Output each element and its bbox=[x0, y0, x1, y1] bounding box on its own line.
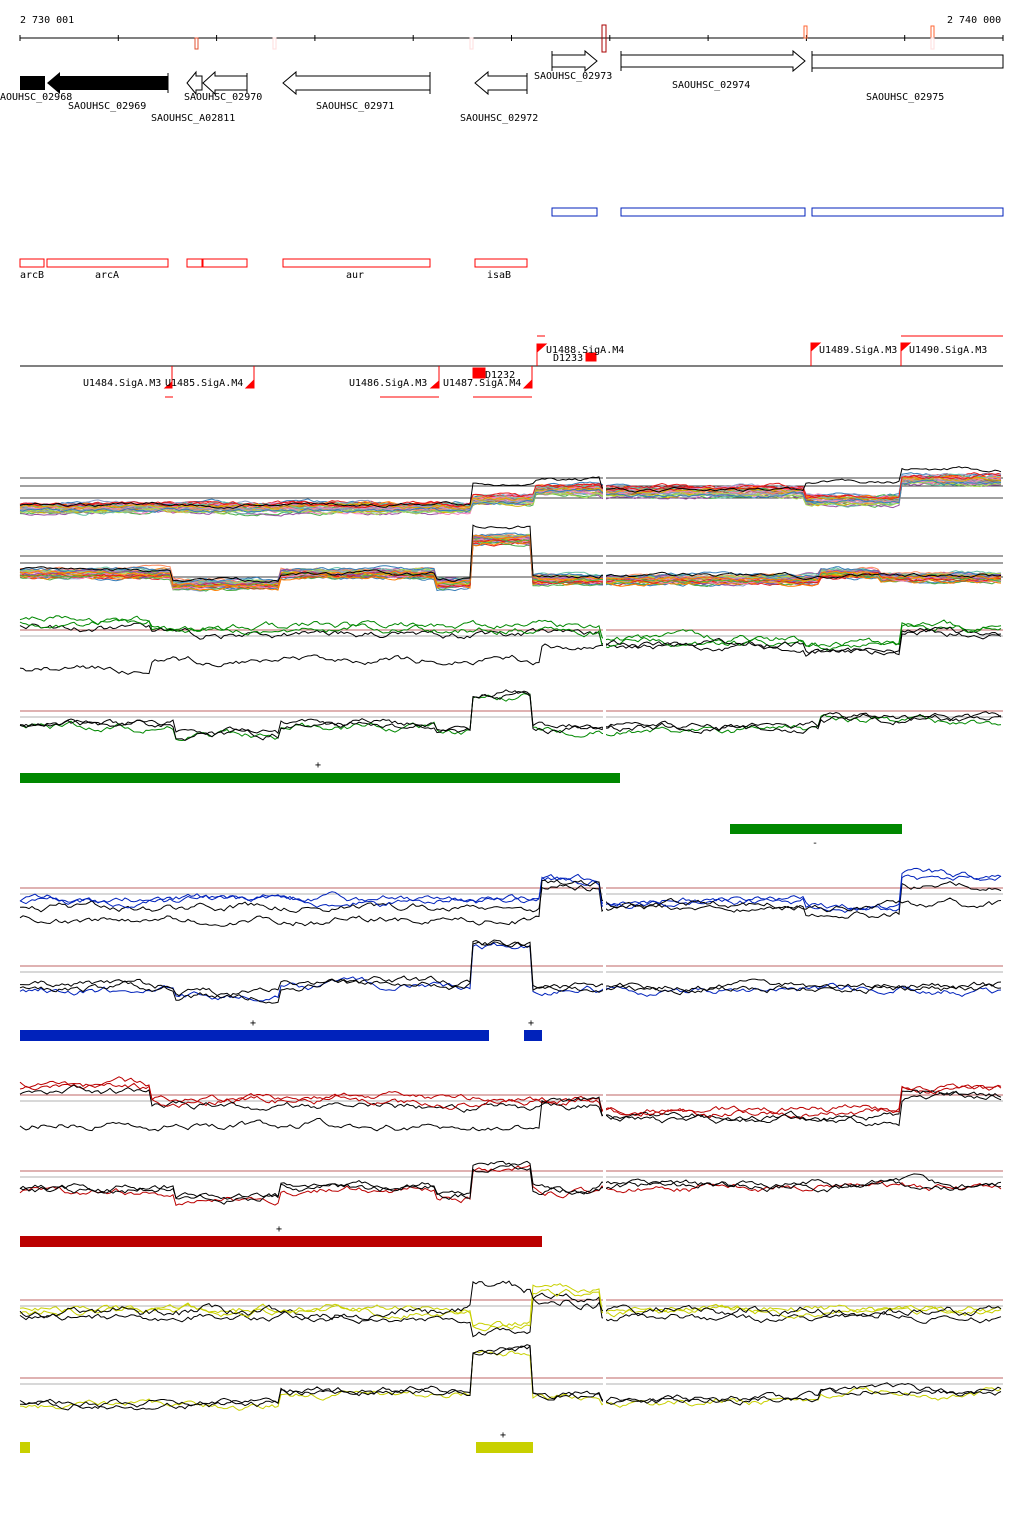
red-segment-bar bbox=[20, 1236, 542, 1247]
gene-SAOUHSC_A02811[interactable] bbox=[186, 70, 203, 96]
gene-SAOUHSC_02975[interactable] bbox=[811, 54, 1004, 69]
expression-line bbox=[19, 479, 1002, 513]
yellow-segment-bar bbox=[476, 1442, 533, 1453]
green-segment-bar bbox=[730, 824, 902, 834]
expression-line bbox=[19, 1280, 1002, 1321]
expression-line bbox=[19, 617, 1002, 651]
expression-line bbox=[20, 539, 1002, 589]
gene-track: AOUHSC_02968 SAOUHSC_02969 SAOUHSC_A0281… bbox=[0, 49, 1004, 124]
gene-SAOUHSC_02969[interactable] bbox=[47, 72, 168, 94]
expression-line bbox=[19, 1350, 1002, 1411]
expression-line bbox=[19, 628, 1002, 675]
expression-line bbox=[19, 874, 1002, 913]
blue-feature-track bbox=[551, 207, 1004, 217]
promoter-label: U1485.SigA.M4 bbox=[165, 378, 243, 389]
gene-label: SAOUHSC_02971 bbox=[316, 101, 394, 112]
yellow-segment-bar bbox=[20, 1442, 30, 1453]
operon-track: arcB arcA aur isaB bbox=[19, 258, 528, 281]
terminator-label: D1232 bbox=[485, 370, 515, 381]
ruler-start-label: 2 730 001 bbox=[20, 15, 74, 26]
gene-label: SAOUHSC_02969 bbox=[68, 101, 146, 112]
expression-line bbox=[19, 693, 1002, 742]
promoter-label: U1490.SigA.M3 bbox=[909, 345, 987, 356]
promoter-label: U1488.SigA.M4 bbox=[546, 345, 624, 356]
gene-SAOUHSC_02968[interactable] bbox=[20, 76, 45, 90]
gene-SAOUHSC_02971[interactable] bbox=[282, 70, 431, 96]
gene-label: SAOUHSC_02973 bbox=[534, 71, 612, 82]
strand-mark: + bbox=[528, 1018, 534, 1029]
expression-line bbox=[19, 542, 1002, 590]
expression-line bbox=[19, 473, 1002, 509]
promoter-label: U1487.SigA.M4 bbox=[443, 378, 521, 389]
expression-line bbox=[19, 690, 1002, 741]
expression-line bbox=[20, 1344, 1002, 1411]
strand-mark: + bbox=[315, 760, 321, 771]
operon-label: arcA bbox=[95, 270, 119, 281]
gene-label: SAOUHSC_A02811 bbox=[151, 113, 235, 124]
promoter-track: U1484.SigA.M3 U1485.SigA.M4 U1486.SigA.M… bbox=[20, 335, 1003, 398]
promoter-label: U1489.SigA.M3 bbox=[819, 345, 897, 356]
expression-line bbox=[19, 540, 1002, 591]
expression-line bbox=[19, 538, 1002, 590]
gene-label: SAOUHSC_02974 bbox=[672, 80, 750, 91]
promoter-label: U1484.SigA.M3 bbox=[83, 378, 161, 389]
green-segment-bar bbox=[20, 773, 620, 783]
operon-label: arcB bbox=[20, 270, 44, 281]
expression-line bbox=[19, 1091, 1002, 1132]
expression-line bbox=[19, 879, 1002, 927]
strand-mark: + bbox=[250, 1018, 256, 1029]
expression-line bbox=[19, 466, 1002, 509]
promoter-label: U1486.SigA.M3 bbox=[349, 378, 427, 389]
expression-line bbox=[19, 476, 1002, 511]
segment-bars: + - + + + + bbox=[20, 760, 902, 1453]
expression-line bbox=[19, 1292, 1002, 1338]
gene-SAOUHSC_02972[interactable] bbox=[474, 70, 528, 96]
expression-line bbox=[19, 689, 1002, 738]
gene-SAOUHSC_02970[interactable] bbox=[202, 70, 248, 96]
terminator-label: D1233 bbox=[553, 353, 583, 364]
expression-line bbox=[19, 867, 1002, 911]
expression-line bbox=[19, 1080, 1002, 1119]
expression-line bbox=[19, 1345, 1002, 1411]
blue-segment-bar bbox=[20, 1030, 489, 1041]
gene-SAOUHSC_02973[interactable] bbox=[551, 49, 598, 73]
expression-line bbox=[19, 524, 1002, 583]
gene-SAOUHSC_02974[interactable] bbox=[620, 49, 806, 73]
expression-line bbox=[19, 537, 1002, 590]
expression-line bbox=[19, 622, 1002, 657]
operon-label: aur bbox=[346, 270, 364, 281]
expression-line bbox=[19, 1160, 1002, 1201]
expression-line bbox=[19, 881, 1002, 919]
strand-mark: + bbox=[276, 1224, 282, 1235]
gene-label: AOUHSC_02968 bbox=[0, 92, 72, 103]
expression-line bbox=[19, 1160, 1002, 1205]
expression-line bbox=[19, 541, 1002, 592]
coordinate-ruler: 2 730 001 2 740 000 bbox=[19, 15, 1004, 53]
expression-line bbox=[19, 615, 1002, 648]
expression-line bbox=[19, 1084, 1002, 1124]
gene-label: SAOUHSC_02972 bbox=[460, 113, 538, 124]
expression-traces bbox=[19, 466, 1003, 1411]
expression-line bbox=[19, 1283, 1002, 1332]
expression-line bbox=[19, 534, 1002, 588]
expression-line bbox=[19, 1076, 1002, 1117]
ruler-end-label: 2 740 000 bbox=[947, 15, 1001, 26]
operon-label: isaB bbox=[487, 270, 511, 281]
strand-mark: - bbox=[812, 838, 818, 849]
gene-label: SAOUHSC_02975 bbox=[866, 92, 944, 103]
expression-line bbox=[19, 942, 1002, 1002]
expression-line bbox=[19, 538, 1002, 592]
expression-line bbox=[19, 538, 1002, 592]
strand-mark: + bbox=[500, 1430, 506, 1441]
blue-segment-bar bbox=[524, 1030, 542, 1041]
gene-label: SAOUHSC_02970 bbox=[184, 92, 262, 103]
expression-line bbox=[20, 939, 1002, 999]
expression-line bbox=[19, 532, 1002, 584]
expression-line bbox=[19, 939, 1002, 1004]
